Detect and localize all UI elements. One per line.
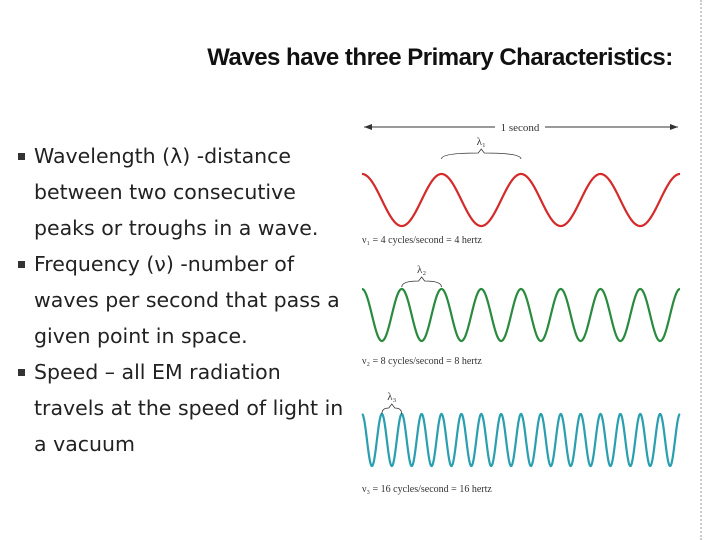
edge-decoration — [700, 0, 702, 540]
frequency-label: ν₁ = 4 cycles/second = 4 hertz — [362, 235, 482, 246]
wave — [361, 287, 681, 343]
wavelength-label: λ₁ — [477, 136, 486, 148]
wave — [361, 412, 681, 468]
wavelength-brace — [401, 276, 442, 288]
label-bg — [495, 119, 545, 133]
slide-title: Waves have three Primary Characteristics… — [207, 44, 673, 71]
frequency-label: ν₃ = 16 cycles/second = 16 hertz — [362, 484, 492, 495]
wavelength-brace — [381, 403, 403, 415]
bullet-list: Wavelength (λ) -distance between two con… — [18, 138, 353, 462]
bullet: Wavelength (λ) -distance between two con… — [18, 138, 353, 246]
wavelength-label: λ₂ — [417, 264, 426, 276]
time-label: 1 second — [501, 122, 540, 134]
bullet: Speed – all EM radiation travels at the … — [18, 354, 353, 462]
bullet: Frequency (ν) -number of waves per secon… — [18, 246, 353, 354]
wavelength-brace — [441, 148, 522, 160]
wavelength-label: λ₃ — [387, 391, 396, 403]
wave — [361, 172, 681, 228]
frequency-label: ν₂ = 8 cycles/second = 8 hertz — [362, 356, 482, 367]
